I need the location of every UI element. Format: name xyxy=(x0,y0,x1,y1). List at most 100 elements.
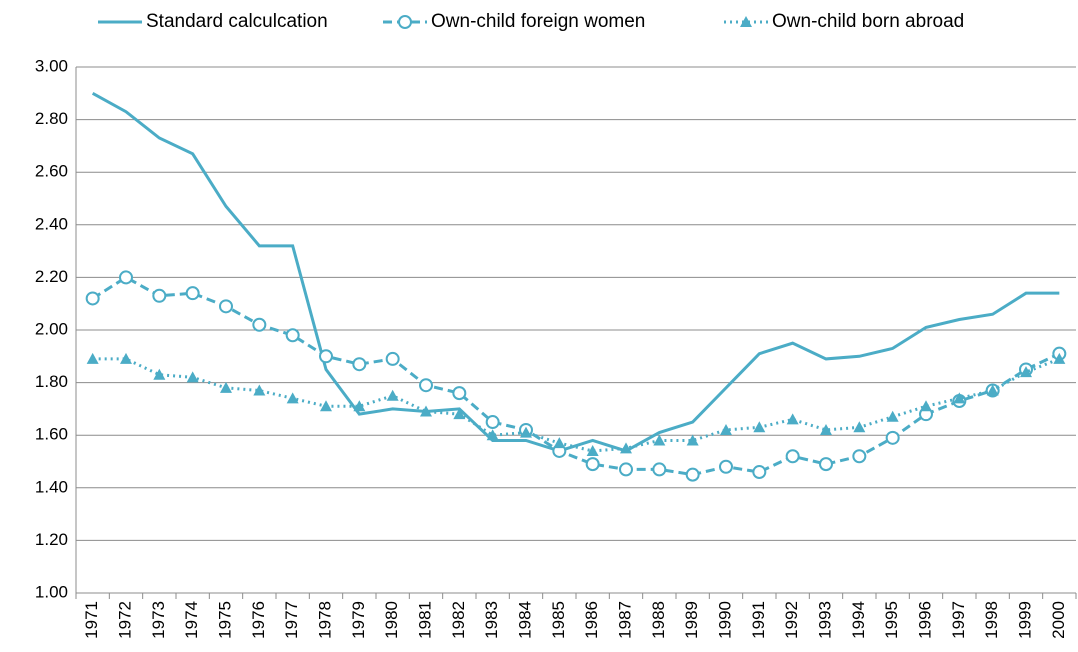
marker xyxy=(885,430,900,445)
x-tick-label: 1974 xyxy=(182,601,201,639)
marker xyxy=(153,368,166,380)
marker xyxy=(753,421,766,433)
marker xyxy=(453,408,466,420)
x-tick-label: 1993 xyxy=(815,601,834,639)
marker xyxy=(452,386,467,401)
marker xyxy=(398,15,412,29)
x-tick-label: 1985 xyxy=(549,601,568,639)
marker xyxy=(720,423,732,435)
x-tick-label: 1971 xyxy=(82,601,101,639)
marker xyxy=(653,434,666,446)
marker xyxy=(719,459,733,474)
marker xyxy=(320,400,332,412)
x-tick-label: 1972 xyxy=(115,601,134,639)
marker xyxy=(620,442,632,454)
marker xyxy=(1053,352,1066,364)
x-tick-label: 1997 xyxy=(949,601,968,639)
x-tick-label: 1994 xyxy=(849,601,868,639)
marker xyxy=(740,16,752,27)
marker xyxy=(420,405,432,417)
marker xyxy=(652,462,667,477)
marker xyxy=(185,286,200,301)
x-tick-label: 1973 xyxy=(149,601,168,639)
x-tick-label: 1990 xyxy=(715,601,734,639)
marker xyxy=(785,449,800,464)
marker xyxy=(85,291,100,306)
marker xyxy=(586,444,599,456)
legend-label: Own-child born abroad xyxy=(772,11,964,32)
y-tick-label: 1.20 xyxy=(35,530,68,549)
marker xyxy=(953,392,966,404)
marker xyxy=(220,381,232,393)
marker xyxy=(585,457,600,472)
marker xyxy=(286,392,299,404)
x-tick-label: 1977 xyxy=(282,601,301,639)
y-tick-label: 2.20 xyxy=(35,267,68,286)
marker xyxy=(252,317,267,332)
marker xyxy=(786,413,799,425)
marker xyxy=(486,429,499,441)
marker xyxy=(1020,366,1032,378)
y-tick-label: 1.80 xyxy=(35,372,68,391)
y-tick-label: 2.40 xyxy=(35,214,68,233)
x-tick-label: 1988 xyxy=(649,601,668,639)
marker xyxy=(986,384,999,396)
x-tick-label: 1987 xyxy=(615,601,634,639)
x-tick-label: 1978 xyxy=(315,601,334,639)
x-tick-label: 1998 xyxy=(982,601,1001,639)
marker xyxy=(820,423,832,435)
x-tick-label: 1999 xyxy=(1015,601,1034,639)
marker xyxy=(319,349,333,364)
y-tick-label: 1.40 xyxy=(35,477,68,496)
marker xyxy=(119,270,133,285)
marker xyxy=(752,465,767,480)
marker xyxy=(852,449,867,464)
legend-label: Own-child foreign women xyxy=(431,11,645,32)
x-tick-label: 1976 xyxy=(249,601,268,639)
marker xyxy=(152,288,167,303)
marker xyxy=(686,434,699,446)
x-tick-label: 1986 xyxy=(582,601,601,639)
marker xyxy=(685,467,700,482)
marker xyxy=(386,389,399,401)
legend-label: Standard calculcation xyxy=(146,11,328,32)
series-line xyxy=(91,91,1060,453)
marker xyxy=(485,415,500,430)
y-tick-label: 2.00 xyxy=(35,319,68,338)
y-tick-label: 1.60 xyxy=(35,425,68,444)
y-tick-label: 2.80 xyxy=(35,109,68,128)
marker xyxy=(353,400,366,412)
marker xyxy=(285,328,300,343)
x-tick-label: 1975 xyxy=(215,601,234,639)
x-tick-label: 1981 xyxy=(415,601,434,639)
x-tick-label: 1979 xyxy=(349,601,368,639)
marker xyxy=(920,400,932,412)
y-tick-label: 1.00 xyxy=(35,582,68,601)
y-tick-label: 3.00 xyxy=(35,56,68,75)
marker xyxy=(520,426,532,438)
x-tick-label: 1984 xyxy=(515,601,534,639)
marker xyxy=(419,378,433,393)
x-tick-label: 2000 xyxy=(1049,601,1068,639)
x-tick-label: 1991 xyxy=(749,601,768,639)
marker xyxy=(352,357,367,372)
marker xyxy=(253,384,266,396)
marker xyxy=(186,371,199,383)
x-tick-label: 1982 xyxy=(449,601,468,639)
marker xyxy=(619,462,633,477)
marker xyxy=(120,352,132,364)
x-tick-label: 1983 xyxy=(482,601,501,639)
marker xyxy=(553,437,566,449)
x-tick-label: 1992 xyxy=(782,601,801,639)
marker xyxy=(853,421,866,433)
marker xyxy=(86,352,99,364)
x-tick-label: 1996 xyxy=(915,601,934,639)
x-tick-label: 1995 xyxy=(882,601,901,639)
y-tick-label: 2.60 xyxy=(35,162,68,181)
marker xyxy=(886,410,899,422)
marker xyxy=(819,457,833,472)
marker xyxy=(219,299,233,314)
series-line xyxy=(92,357,1060,453)
marker xyxy=(385,351,400,366)
